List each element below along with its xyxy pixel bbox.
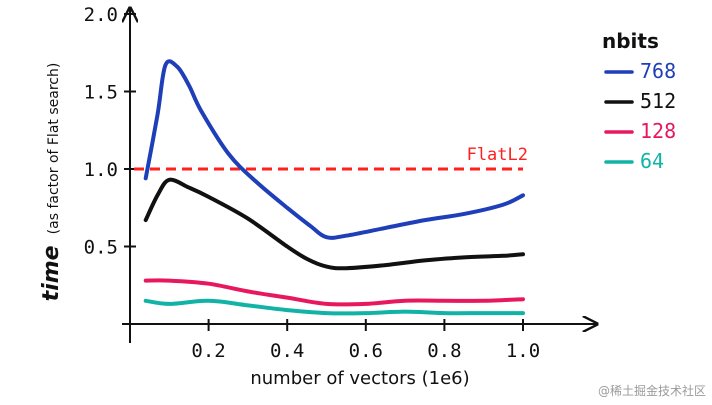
x-ticks: 0.2 0.4 0.6 0.8 1.0 [191,319,540,362]
y-axis-label-main: time [39,245,64,301]
legend-label-768: 768 [640,59,676,83]
flatl2-label: FlatL2 [467,145,528,165]
series-line-512 [143,177,525,271]
y-ticks: 0.5 1.0 1.5 2.0 [84,4,136,259]
watermark: @稀土掘金技术社区 [597,384,706,398]
svg-text:time (as factor of Flat: time (as factor of Flat search) [39,63,64,302]
legend-label-512: 512 [640,89,676,113]
x-tick-label: 0.6 [349,340,383,362]
y-tick-label: 2.0 [84,4,118,26]
y-tick-label: 1.5 [84,82,118,104]
x-tick-label: 0.8 [427,340,461,362]
series-line-768 [143,59,525,240]
y-axis-label-sub: (as factor of Flat search) [46,63,62,235]
legend-label-128: 128 [640,119,676,143]
series-line-128 [143,278,525,307]
legend-label-64: 64 [640,149,664,173]
x-axis-label: number of vectors (1e6) [250,368,469,389]
y-tick-label: 1.0 [84,159,118,181]
x-tick-label: 1.0 [506,340,540,362]
series-line-64 [143,298,525,316]
y-tick-label: 0.5 [84,237,118,259]
x-tick-label: 0.2 [191,340,225,362]
series-group [143,59,525,316]
y-axis-label: time (as factor of Flat search) [39,63,64,302]
legend: nbits 768 512 128 64 [602,29,676,173]
legend-title: nbits [602,29,659,53]
x-tick-label: 0.4 [270,340,304,362]
